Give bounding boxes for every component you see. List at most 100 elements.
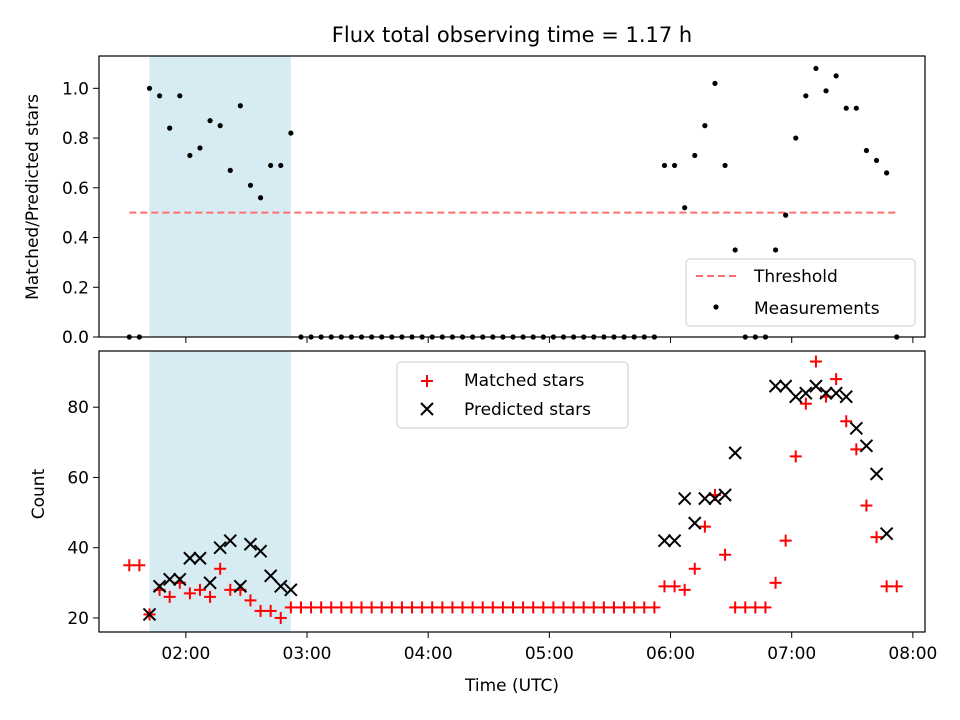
y-tick-label: 0.2 [62, 278, 89, 298]
ratio-y-axis-label: Matched/Predicted stars [23, 94, 43, 300]
matched-star-point [678, 583, 691, 596]
matched-star-point [224, 583, 237, 596]
count-legend: Matched stars Predicted stars [396, 361, 629, 429]
matched-star-point [315, 601, 328, 614]
predicted-star-point [849, 421, 864, 435]
matched-star-point [204, 590, 217, 603]
measurement-point [722, 162, 728, 169]
measurements-legend-swatch [713, 304, 719, 310]
matched-star-point [264, 604, 277, 617]
predicted-star-point [879, 526, 894, 541]
ratio-legend-box [685, 258, 916, 327]
matched-star-point [375, 601, 388, 614]
measurement-point [772, 247, 779, 253]
matched-star-point [305, 601, 318, 614]
x-axis-label: Time (UTC) [464, 676, 559, 696]
measurement-point [247, 182, 254, 188]
matched-star-point [123, 559, 136, 572]
matched-star-point [547, 601, 560, 614]
measurement-point [783, 212, 789, 218]
matched-star-point [880, 580, 893, 593]
y-tick-label: 40 [67, 539, 89, 559]
matched-legend-label: Matched stars [464, 371, 584, 391]
measurement-point [803, 93, 809, 99]
measurement-point [187, 152, 193, 159]
predicted-star-point [809, 379, 823, 393]
matched-star-point [476, 601, 489, 614]
y-tick-label: 60 [67, 468, 89, 488]
matched-star-point [628, 601, 641, 614]
measurement-point [197, 145, 203, 151]
measurement-point [732, 247, 738, 253]
count-shaded-interval [149, 351, 291, 632]
matched-star-point [587, 601, 600, 614]
x-tick-label: 06:00 [646, 644, 695, 664]
matched-star-point [183, 587, 196, 600]
y-tick-label: 0.4 [62, 229, 89, 249]
y-tick-label: 0.6 [62, 179, 89, 199]
y-tick-label: 80 [67, 398, 89, 418]
matched-star-point [517, 601, 530, 614]
predicted-star-point [142, 607, 157, 622]
measurement-point [853, 105, 859, 111]
matched-star-point [193, 583, 206, 596]
measurement-point [793, 135, 799, 141]
matched-star-point [507, 601, 520, 614]
matched-star-point [446, 601, 459, 614]
x-tick-label: 05:00 [525, 644, 574, 664]
matched-star-point [355, 601, 368, 614]
matched-star-point [870, 531, 883, 544]
ratio-legend: Threshold Measurements [685, 258, 916, 327]
predicted-star-point [819, 386, 833, 400]
measurement-point [823, 88, 829, 94]
matched-star-point [850, 443, 863, 456]
matched-star-point [779, 534, 792, 547]
measurement-point [661, 162, 668, 169]
matched-star-point [577, 601, 590, 614]
predicted-star-point [869, 467, 884, 481]
matched-star-point [830, 373, 843, 386]
matched-star-point [719, 548, 732, 561]
figure-title: Flux total observing time = 1.17 h [332, 23, 692, 47]
matched-star-point [557, 601, 570, 614]
matched-star-point [809, 355, 822, 368]
matched-star-point [385, 601, 398, 614]
predicted-star-point [667, 533, 682, 548]
measurement-point [146, 85, 153, 91]
ratio-shaded-interval [149, 56, 291, 337]
matched-star-point [618, 601, 631, 614]
predicted-star-point [284, 583, 298, 597]
matched-star-point [456, 601, 469, 614]
predicted-star-point [152, 579, 167, 594]
measurement-point [692, 152, 698, 159]
matched-star-point [345, 601, 358, 614]
predicted-star-point [253, 544, 268, 558]
matched-star-point [163, 590, 176, 603]
count-y-ticks: 20 40 60 80 [67, 398, 99, 629]
matched-star-point [789, 450, 802, 463]
matched-star-point [537, 601, 550, 614]
matched-star-point [325, 601, 338, 614]
count-y-axis-label: Count [29, 468, 49, 519]
predicted-star-point [223, 533, 237, 548]
count-x-ticks: 02:00 03:00 04:00 05:00 06:00 07:00 08:00 [161, 632, 937, 664]
ratio-panel: 0.0 0.2 0.4 0.6 0.8 1.0 Matched/Predicted sta… [23, 55, 926, 348]
matched-legend-swatch [421, 375, 433, 387]
matched-star-point [769, 576, 782, 589]
matched-star-point [890, 580, 903, 593]
matched-star-point [567, 601, 580, 614]
measurement-point [207, 118, 213, 124]
predicted-legend-swatch [420, 402, 434, 416]
measurement-point [813, 65, 819, 72]
matched-star-point [335, 601, 348, 614]
predicted-star-point [274, 579, 288, 594]
count-plot-frame [98, 350, 926, 633]
measurement-point [177, 93, 183, 99]
predicted-star-point [213, 540, 227, 555]
x-tick-label: 03:00 [283, 644, 332, 664]
y-tick-label: 1.0 [62, 79, 89, 99]
measurement-point [873, 157, 880, 164]
matched-star-point [274, 611, 287, 624]
matched-star-point [638, 601, 651, 614]
ratio-x-ticks [185, 337, 914, 343]
